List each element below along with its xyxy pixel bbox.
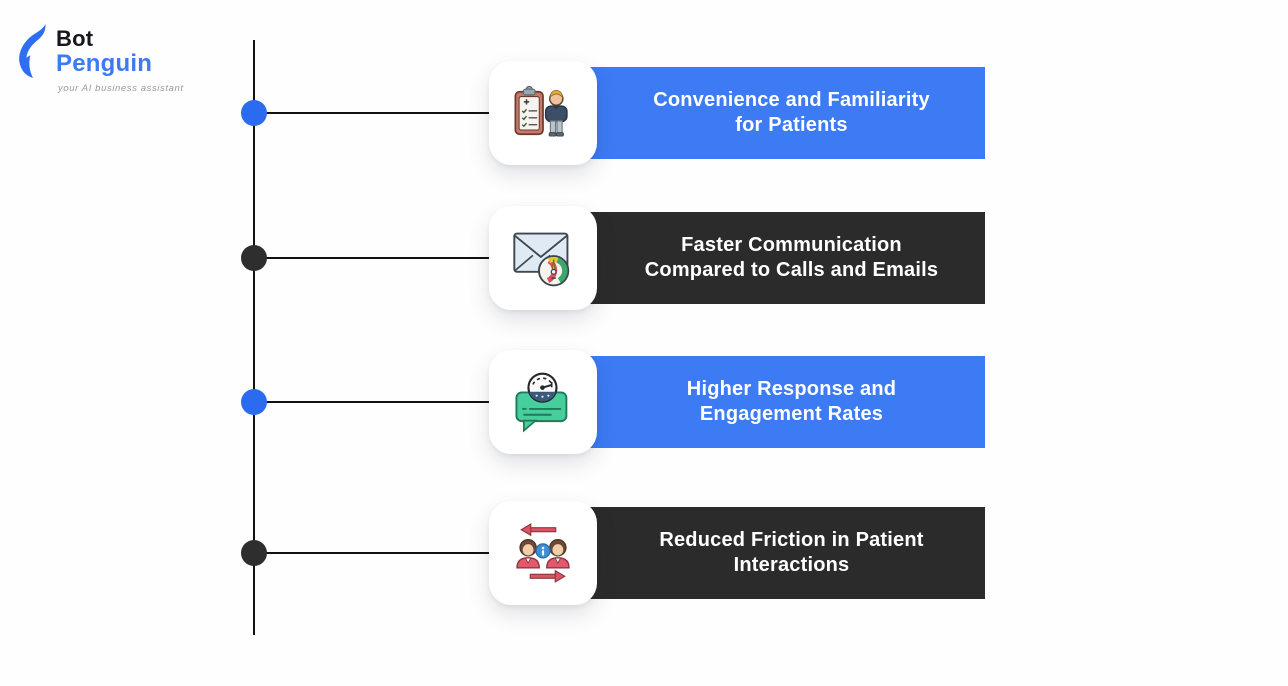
- banner-label: Reduced Friction in Patient Interactions: [600, 507, 983, 599]
- logo-text-bot: Bot: [56, 26, 94, 51]
- timeline-row-higher-response: Higher Response and Engagement Rates: [0, 350, 1288, 454]
- clipboard-patient-icon: [514, 85, 568, 137]
- timeline-dot-dark: [241, 540, 267, 566]
- timeline-dot-blue: [241, 100, 267, 126]
- timeline-dot-dark: [241, 245, 267, 271]
- logo-text-penguin: Penguin: [56, 50, 153, 77]
- icon-card: [489, 61, 597, 165]
- chat-gauge-icon: [515, 372, 568, 433]
- icon-card: [489, 206, 597, 310]
- banner-line2: for Patients: [735, 114, 848, 136]
- icon-card: [489, 501, 597, 605]
- banner-convenience: Convenience and Familiarity for Patients: [560, 67, 985, 159]
- connector-line: [254, 257, 491, 259]
- banner-line1: Faster Communication: [681, 234, 902, 256]
- banner-higher-response: Higher Response and Engagement Rates: [560, 356, 985, 448]
- banner-reduced-friction: Reduced Friction in Patient Interactions: [560, 507, 985, 599]
- banner-line2: Interactions: [733, 554, 850, 576]
- banner-line1: Reduced Friction in Patient: [659, 529, 924, 551]
- connector-line: [254, 112, 491, 114]
- banner-label: Higher Response and Engagement Rates: [600, 356, 983, 448]
- connector-line: [254, 401, 491, 403]
- timeline-row-faster-communication: Faster Communication Compared to Calls a…: [0, 206, 1288, 310]
- banner-line2: Engagement Rates: [699, 403, 884, 425]
- penguin-icon: [19, 24, 46, 78]
- people-exchange-icon: [516, 523, 570, 583]
- icon-card: [489, 350, 597, 454]
- banner-line1: Higher Response and: [686, 378, 897, 400]
- banner-label: Faster Communication Compared to Calls a…: [600, 212, 983, 304]
- connector-line: [254, 552, 491, 554]
- envelope-speedometer-icon: [513, 232, 570, 287]
- timeline-dot-blue: [241, 389, 267, 415]
- banner-line1: Convenience and Familiarity: [653, 89, 930, 111]
- botpenguin-logo: Bot Penguin your AI business assistant: [14, 24, 184, 94]
- banner-line2: Compared to Calls and Emails: [644, 259, 939, 281]
- logo-tagline: your AI business assistant: [58, 83, 184, 94]
- timeline-row-reduced-friction: Reduced Friction in Patient Interactions: [0, 501, 1288, 605]
- timeline-row-convenience: Convenience and Familiarity for Patients: [0, 61, 1288, 165]
- timeline-spine: [253, 40, 255, 635]
- banner-faster-communication: Faster Communication Compared to Calls a…: [560, 212, 985, 304]
- banner-label: Convenience and Familiarity for Patients: [600, 67, 983, 159]
